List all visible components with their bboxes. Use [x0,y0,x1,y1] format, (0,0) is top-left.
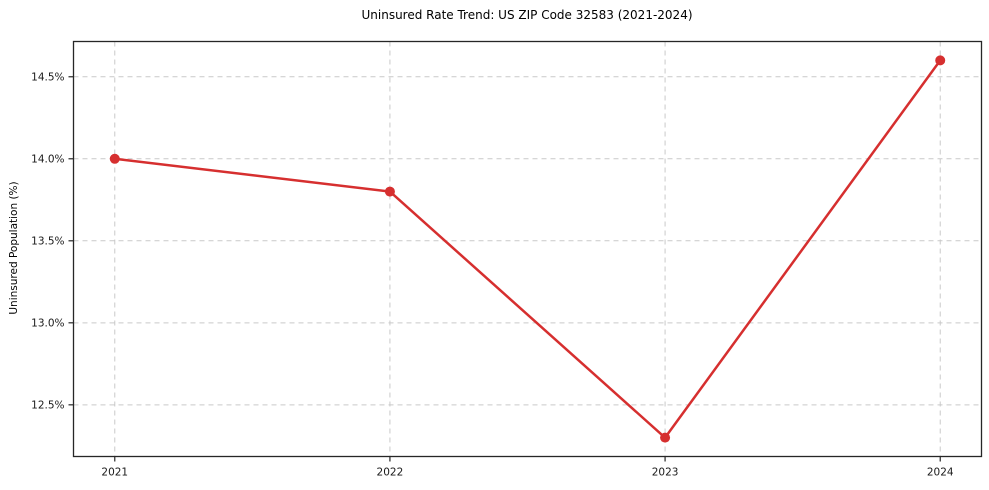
y-tick-label: 14.5% [31,71,64,83]
trend-line [113,59,942,439]
x-tick-label: 2023 [652,467,679,479]
data-point [935,55,946,66]
chart-title: Uninsured Rate Trend: US ZIP Code 32583 … [361,8,693,22]
y-tick-label: 13.5% [31,235,64,247]
x-tick-label: 2022 [377,467,404,479]
x-tick-label: 2024 [927,467,954,479]
data-point [109,153,120,164]
y-tick-label: 14.0% [31,153,64,165]
y-tick-label: 12.5% [31,400,64,412]
data-point [660,432,671,443]
y-tick-label: 13.0% [31,317,64,329]
data-point [384,186,395,197]
plot-border [72,40,983,458]
x-tick-label: 2021 [101,467,128,479]
